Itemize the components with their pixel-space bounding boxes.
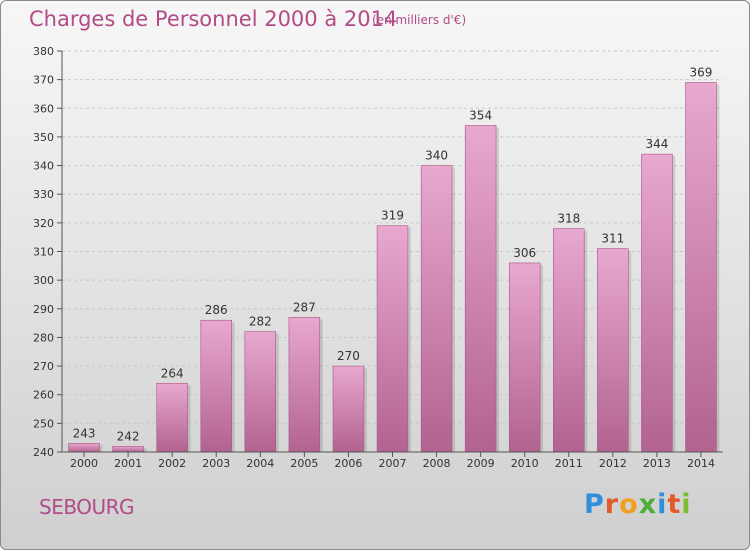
y-tick-label: 250 <box>33 417 54 430</box>
bar-2006 <box>332 365 365 453</box>
x-tick-label: 2003 <box>202 457 230 470</box>
chart-subtitle: (en milliers d'€) <box>372 13 467 27</box>
y-axis: 240 250 260 270 280 290 300 310 320 330 340 350 360 3… <box>33 45 63 459</box>
x-tick-label: 2012 <box>599 457 627 470</box>
y-tick-label: 290 <box>33 303 54 316</box>
y-tick-label: 380 <box>33 45 54 58</box>
bar-2010 <box>508 262 541 453</box>
bar-2000 <box>68 443 100 453</box>
y-tick-label: 270 <box>33 360 54 373</box>
bars: 243 242 264 286 282 287 270 319 340 354 306 318 311 3… <box>68 66 720 453</box>
bar-2005 <box>288 317 321 453</box>
logo-letter: r <box>604 489 620 520</box>
x-tick-label: 2014 <box>687 457 715 470</box>
proxiti-logo: Proxiti <box>584 489 692 520</box>
y-tick-label: 360 <box>33 102 54 115</box>
value-label: 287 <box>293 300 316 314</box>
logo-letter: o <box>619 489 639 520</box>
value-label: 369 <box>690 66 713 80</box>
y-tick-label: 300 <box>33 274 54 287</box>
bar-2013 <box>641 153 673 453</box>
y-tick-label: 320 <box>33 217 54 230</box>
x-axis: 2000 2001 2002 2003 2004 2005 2006 2007 2008 2009… <box>62 451 723 470</box>
value-label: 270 <box>337 349 360 363</box>
x-tick-label: 2002 <box>158 457 186 470</box>
bar-2003 <box>200 319 232 453</box>
bar-2008 <box>420 165 453 453</box>
x-tick-label: 2007 <box>379 457 407 470</box>
value-label: 264 <box>161 366 184 380</box>
y-tick-label: 350 <box>33 131 54 144</box>
place-name: SEBOURG <box>39 495 134 519</box>
y-tick-label: 260 <box>33 389 54 402</box>
bar-2012 <box>597 248 629 453</box>
bar-2002 <box>156 382 188 453</box>
x-tick-label: 2013 <box>643 457 671 470</box>
value-label: 282 <box>249 315 272 329</box>
bar-2004 <box>244 331 277 453</box>
y-tick-label: 310 <box>33 246 54 259</box>
logo-letter: x <box>638 489 658 520</box>
x-tick-label: 2008 <box>423 457 451 470</box>
y-tick-label: 240 <box>33 446 54 459</box>
y-tick-label: 280 <box>33 331 54 344</box>
x-tick-label: 2000 <box>70 457 98 470</box>
chart-title: Charges de Personnel 2000 à 2014 <box>29 7 398 31</box>
value-label: 319 <box>381 209 404 223</box>
value-label: 340 <box>425 149 448 163</box>
x-tick-label: 2011 <box>555 457 583 470</box>
value-label: 344 <box>645 137 668 151</box>
x-tick-label: 2001 <box>114 457 142 470</box>
y-tick-label: 370 <box>33 74 54 87</box>
bar-2011 <box>553 228 585 453</box>
bar-2007 <box>376 225 409 453</box>
logo-letter: i <box>657 489 668 520</box>
x-tick-label: 2005 <box>290 457 318 470</box>
bar-2001 <box>112 445 144 453</box>
value-label: 306 <box>513 246 536 260</box>
value-label: 243 <box>73 426 96 440</box>
x-tick-label: 2004 <box>246 457 274 470</box>
value-label: 318 <box>557 212 580 226</box>
value-label: 242 <box>117 429 140 443</box>
x-tick-label: 2009 <box>467 457 495 470</box>
x-tick-label: 2006 <box>334 457 362 470</box>
logo-letter: P <box>584 489 605 520</box>
value-label: 354 <box>469 108 492 122</box>
value-label: 311 <box>601 232 624 246</box>
logo-letter: t <box>667 489 682 520</box>
bar-2009 <box>464 125 497 453</box>
x-tick-label: 2010 <box>511 457 539 470</box>
bar-2014 <box>685 82 717 453</box>
logo-letter: i <box>681 489 692 520</box>
y-tick-label: 330 <box>33 188 54 201</box>
value-label: 286 <box>205 303 228 317</box>
y-tick-label: 340 <box>33 160 54 173</box>
